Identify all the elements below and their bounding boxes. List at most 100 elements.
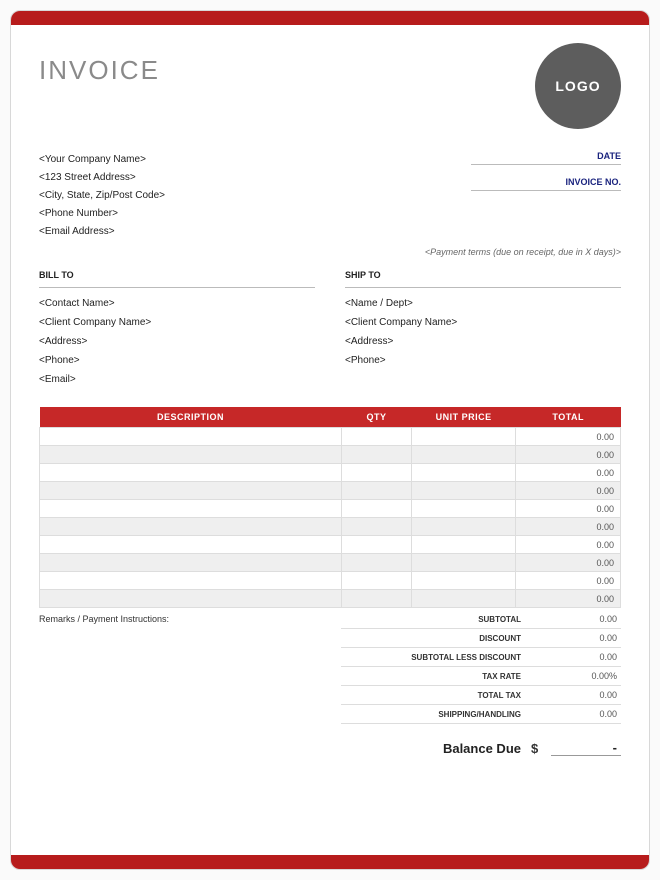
cell-total: 0.00 bbox=[516, 428, 621, 446]
subtotal-less-discount-value: 0.00 bbox=[531, 652, 621, 662]
cell-total: 0.00 bbox=[516, 500, 621, 518]
bill-to-company: <Client Company Name> bbox=[39, 313, 315, 332]
bill-to-phone: <Phone> bbox=[39, 351, 315, 370]
cell-description bbox=[40, 428, 342, 446]
discount-row: DISCOUNT 0.00 bbox=[341, 629, 621, 648]
subtotal-value: 0.00 bbox=[531, 614, 621, 624]
cell-unit-price bbox=[411, 464, 516, 482]
table-row: 0.00 bbox=[40, 518, 621, 536]
company-city: <City, State, Zip/Post Code> bbox=[39, 187, 165, 205]
table-row: 0.00 bbox=[40, 482, 621, 500]
top-accent-bar bbox=[11, 11, 649, 25]
table-row: 0.00 bbox=[40, 590, 621, 608]
company-block: <Your Company Name> <123 Street Address>… bbox=[39, 151, 165, 241]
table-row: 0.00 bbox=[40, 464, 621, 482]
cell-qty bbox=[342, 518, 412, 536]
cell-unit-price bbox=[411, 428, 516, 446]
cell-qty bbox=[342, 428, 412, 446]
discount-value: 0.00 bbox=[531, 633, 621, 643]
ship-to-company: <Client Company Name> bbox=[345, 313, 621, 332]
remarks-label: Remarks / Payment Instructions: bbox=[39, 610, 331, 762]
cell-qty bbox=[342, 500, 412, 518]
ship-to-address: <Address> bbox=[345, 332, 621, 351]
cell-description bbox=[40, 446, 342, 464]
cell-description bbox=[40, 590, 342, 608]
cell-qty bbox=[342, 536, 412, 554]
company-email: <Email Address> bbox=[39, 223, 165, 241]
company-name: <Your Company Name> bbox=[39, 151, 165, 169]
invoice-content: INVOICE LOGO <Your Company Name> <123 St… bbox=[11, 25, 649, 855]
cell-qty bbox=[342, 464, 412, 482]
balance-due-row: Balance Due $ - bbox=[341, 734, 621, 762]
tax-rate-row: TAX RATE 0.00% bbox=[341, 667, 621, 686]
col-qty: QTY bbox=[342, 407, 412, 428]
col-total: TOTAL bbox=[516, 407, 621, 428]
shipping-label: SHIPPING/HANDLING bbox=[341, 710, 531, 719]
company-street: <123 Street Address> bbox=[39, 169, 165, 187]
cell-total: 0.00 bbox=[516, 446, 621, 464]
cell-description bbox=[40, 518, 342, 536]
bill-to-header: BILL TO bbox=[39, 267, 315, 288]
table-head: DESCRIPTION QTY UNIT PRICE TOTAL bbox=[40, 407, 621, 428]
subtotal-less-discount-label: SUBTOTAL LESS DISCOUNT bbox=[341, 653, 531, 662]
payment-terms: <Payment terms (due on receipt, due in X… bbox=[39, 247, 621, 257]
bill-to-contact: <Contact Name> bbox=[39, 294, 315, 313]
parties: BILL TO <Contact Name> <Client Company N… bbox=[39, 267, 621, 389]
cell-unit-price bbox=[411, 536, 516, 554]
cell-description bbox=[40, 500, 342, 518]
cell-qty bbox=[342, 572, 412, 590]
cell-total: 0.00 bbox=[516, 464, 621, 482]
cell-unit-price bbox=[411, 590, 516, 608]
table-row: 0.00 bbox=[40, 554, 621, 572]
invoice-page: INVOICE LOGO <Your Company Name> <123 St… bbox=[10, 10, 650, 870]
cell-qty bbox=[342, 590, 412, 608]
cell-description bbox=[40, 536, 342, 554]
bottom-accent-bar bbox=[11, 855, 649, 869]
balance-due-label: Balance Due bbox=[341, 741, 531, 756]
balance-due-currency: $ bbox=[531, 741, 551, 756]
cell-description bbox=[40, 464, 342, 482]
bill-to-email: <Email> bbox=[39, 370, 315, 389]
company-phone: <Phone Number> bbox=[39, 205, 165, 223]
table-row: 0.00 bbox=[40, 536, 621, 554]
logo-placeholder: LOGO bbox=[535, 43, 621, 129]
col-description: DESCRIPTION bbox=[40, 407, 342, 428]
table-row: 0.00 bbox=[40, 500, 621, 518]
shipping-row: SHIPPING/HANDLING 0.00 bbox=[341, 705, 621, 724]
tax-rate-value: 0.00% bbox=[531, 671, 621, 681]
ship-to-phone: <Phone> bbox=[345, 351, 621, 370]
table-row: 0.00 bbox=[40, 428, 621, 446]
cell-total: 0.00 bbox=[516, 518, 621, 536]
ship-to-block: SHIP TO <Name / Dept> <Client Company Na… bbox=[345, 267, 621, 389]
subtotal-label: SUBTOTAL bbox=[341, 615, 531, 624]
balance-due-value: - bbox=[551, 740, 621, 756]
cell-description bbox=[40, 572, 342, 590]
cell-qty bbox=[342, 554, 412, 572]
below-table-row: Remarks / Payment Instructions: SUBTOTAL… bbox=[39, 610, 621, 762]
col-unit-price: UNIT PRICE bbox=[411, 407, 516, 428]
subtotal-less-discount-row: SUBTOTAL LESS DISCOUNT 0.00 bbox=[341, 648, 621, 667]
cell-unit-price bbox=[411, 518, 516, 536]
cell-unit-price bbox=[411, 482, 516, 500]
meta-block: DATE INVOICE NO. bbox=[471, 151, 621, 241]
line-items-table: DESCRIPTION QTY UNIT PRICE TOTAL 0.000.0… bbox=[39, 407, 621, 608]
cell-qty bbox=[342, 446, 412, 464]
bill-to-address: <Address> bbox=[39, 332, 315, 351]
totals-block: SUBTOTAL 0.00 DISCOUNT 0.00 SUBTOTAL LES… bbox=[341, 610, 621, 762]
discount-label: DISCOUNT bbox=[341, 634, 531, 643]
cell-qty bbox=[342, 482, 412, 500]
cell-unit-price bbox=[411, 554, 516, 572]
cell-description bbox=[40, 482, 342, 500]
cell-total: 0.00 bbox=[516, 482, 621, 500]
bill-to-block: BILL TO <Contact Name> <Client Company N… bbox=[39, 267, 315, 389]
header-row: INVOICE LOGO bbox=[39, 43, 621, 129]
cell-total: 0.00 bbox=[516, 554, 621, 572]
cell-total: 0.00 bbox=[516, 572, 621, 590]
cell-unit-price bbox=[411, 446, 516, 464]
table-row: 0.00 bbox=[40, 572, 621, 590]
cell-total: 0.00 bbox=[516, 590, 621, 608]
table-body: 0.000.000.000.000.000.000.000.000.000.00 bbox=[40, 428, 621, 608]
cell-total: 0.00 bbox=[516, 536, 621, 554]
total-tax-row: TOTAL TAX 0.00 bbox=[341, 686, 621, 705]
info-row: <Your Company Name> <123 Street Address>… bbox=[39, 151, 621, 241]
